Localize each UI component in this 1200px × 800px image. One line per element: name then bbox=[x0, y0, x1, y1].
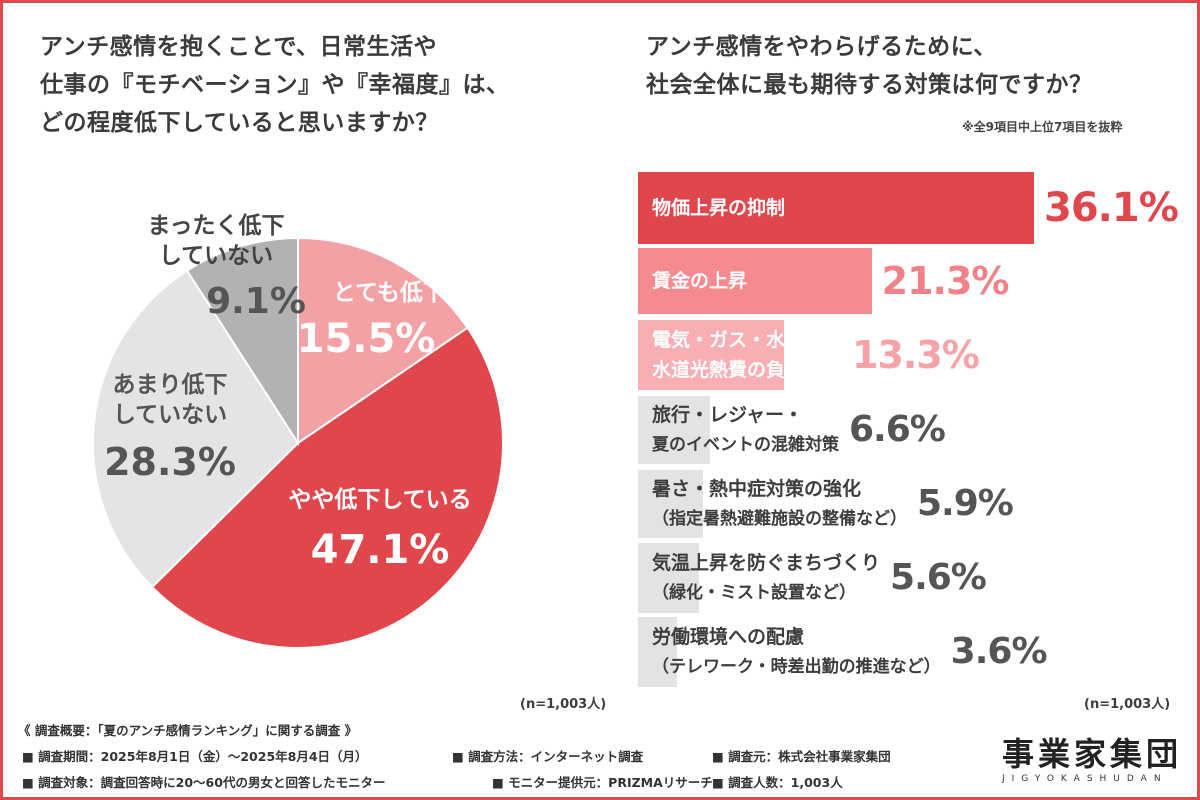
bar-value-0: 36.1% bbox=[1044, 185, 1179, 231]
pie-value-1: 47.1% bbox=[311, 527, 450, 573]
pie-label-1-line-0: やや低下している bbox=[288, 487, 471, 513]
footer-provider: ■ モニター提供元：PRIZMAリサーチ bbox=[492, 775, 713, 790]
right-question-line-2: 社会全体に最も期待する対策は何ですか？ bbox=[646, 72, 1093, 98]
logo-sub-text: JIGYOKASHUDAN bbox=[1002, 774, 1168, 784]
bar-value-2: 13.3% bbox=[852, 333, 980, 377]
pie-label-3-line-1: していない bbox=[159, 243, 273, 269]
right-question-note: ※全9項目中上位7項目を抜粋 bbox=[962, 120, 1123, 134]
bar-0 bbox=[638, 172, 1034, 244]
bar-6 bbox=[638, 617, 678, 687]
footer-source: ■ 調査元：株式会社事業家集団 bbox=[712, 749, 891, 764]
right-question-line-1: アンチ感情をやわらげるために、 bbox=[646, 34, 997, 60]
left-question-title: アンチ感情を抱くことで、日常生活や 仕事の『モチベーション』や『幸福度』は、 ど… bbox=[40, 28, 510, 142]
logo-main-text: 事業家集団 bbox=[1002, 735, 1183, 773]
bar-label-2-line-1: 水道光熱費の負担軽減 bbox=[652, 359, 843, 381]
bar-value-4: 5.9% bbox=[917, 483, 1014, 524]
pie-label-2-line-1: していない bbox=[113, 402, 227, 428]
footer-title: 《 調査概要：「夏のアンチ感情ランキング」に関する調査 》 bbox=[18, 723, 358, 738]
pie-value-3: 9.1% bbox=[206, 281, 306, 322]
bar-label-2-line-0: 電気・ガス・水道など bbox=[652, 329, 843, 351]
bar-2 bbox=[638, 320, 784, 390]
bar-label-1-line-0: 賃金の上昇 bbox=[652, 270, 748, 292]
pie-sample-size: (n=1,003人) bbox=[520, 697, 607, 712]
footer-count: ■ 調査人数：1,003人 bbox=[712, 775, 843, 790]
pie-label-0-line-0: とても低下している bbox=[333, 280, 537, 306]
pie-value-0: 15.5% bbox=[297, 316, 436, 362]
pie-slice-1 bbox=[150, 326, 504, 649]
pie-chart: とても低下している15.5%やや低下している47.1%あまり低下していない28.… bbox=[92, 213, 537, 649]
bar-label-6-line-0: 労働環境への配慮 bbox=[652, 626, 805, 648]
footer-period: ■ 調査期間：2025年8月1日（金）〜2025年8月4日（月） bbox=[22, 749, 368, 764]
company-logo: 事業家集団 JIGYOKASHUDAN bbox=[1002, 736, 1182, 784]
bar-1 bbox=[638, 248, 872, 314]
bar-value-6: 3.6% bbox=[950, 631, 1048, 672]
left-question-line-3: どの程度低下していると思いますか？ bbox=[40, 110, 439, 136]
pie-slice-3 bbox=[185, 236, 299, 447]
left-question-line-2: 仕事の『モチベーション』や『幸福度』は、 bbox=[40, 72, 510, 98]
bar-value-3: 6.6% bbox=[849, 409, 946, 450]
bar-4 bbox=[638, 470, 703, 538]
footer-method: ■ 調査方法：インターネット調査 bbox=[452, 749, 644, 764]
pie-label-2-line-0: あまり低下 bbox=[113, 372, 228, 398]
bar-sample-size: (n=1,003人) bbox=[1084, 697, 1171, 712]
bar-label-4-line-1: （指定暑熱避難施設の整備など） bbox=[652, 509, 907, 529]
bar-label-5-line-1: （緑化・ミスト設置など） bbox=[652, 583, 856, 603]
bar-5 bbox=[638, 543, 700, 613]
pie-value-2: 28.3% bbox=[104, 440, 236, 484]
pie-slice-2 bbox=[92, 269, 300, 589]
bar-label-0-line-0: 物価上昇の抑制 bbox=[652, 197, 786, 219]
left-question-line-1: アンチ感情を抱くことで、日常生活や bbox=[40, 34, 437, 60]
bar-label-6-line-1: （テレワーク・時差出勤の推進など） bbox=[652, 657, 941, 677]
bar-label-4-line-0: 暑さ・熱中症対策の強化 bbox=[652, 478, 862, 500]
footer-target: ■ 調査対象：調査回答時に20〜60代の男女と回答したモニター bbox=[22, 775, 386, 790]
pie-label-3-line-0: まったく低下 bbox=[147, 213, 284, 239]
bar-3 bbox=[638, 396, 711, 464]
bar-value-5: 5.6% bbox=[890, 557, 987, 598]
pie-slice-0 bbox=[297, 236, 469, 445]
bar-label-5-line-0: 気温上昇を防ぐまちづくり bbox=[652, 552, 881, 574]
bar-value-1: 21.3% bbox=[881, 259, 1010, 303]
bar-label-3-line-1: 夏のイベントの混雑対策 bbox=[652, 435, 839, 455]
right-question-title: アンチ感情をやわらげるために、 社会全体に最も期待する対策は何ですか？ bbox=[646, 28, 1093, 104]
bar-label-3-line-0: 旅行・レジャー・ bbox=[652, 404, 804, 426]
